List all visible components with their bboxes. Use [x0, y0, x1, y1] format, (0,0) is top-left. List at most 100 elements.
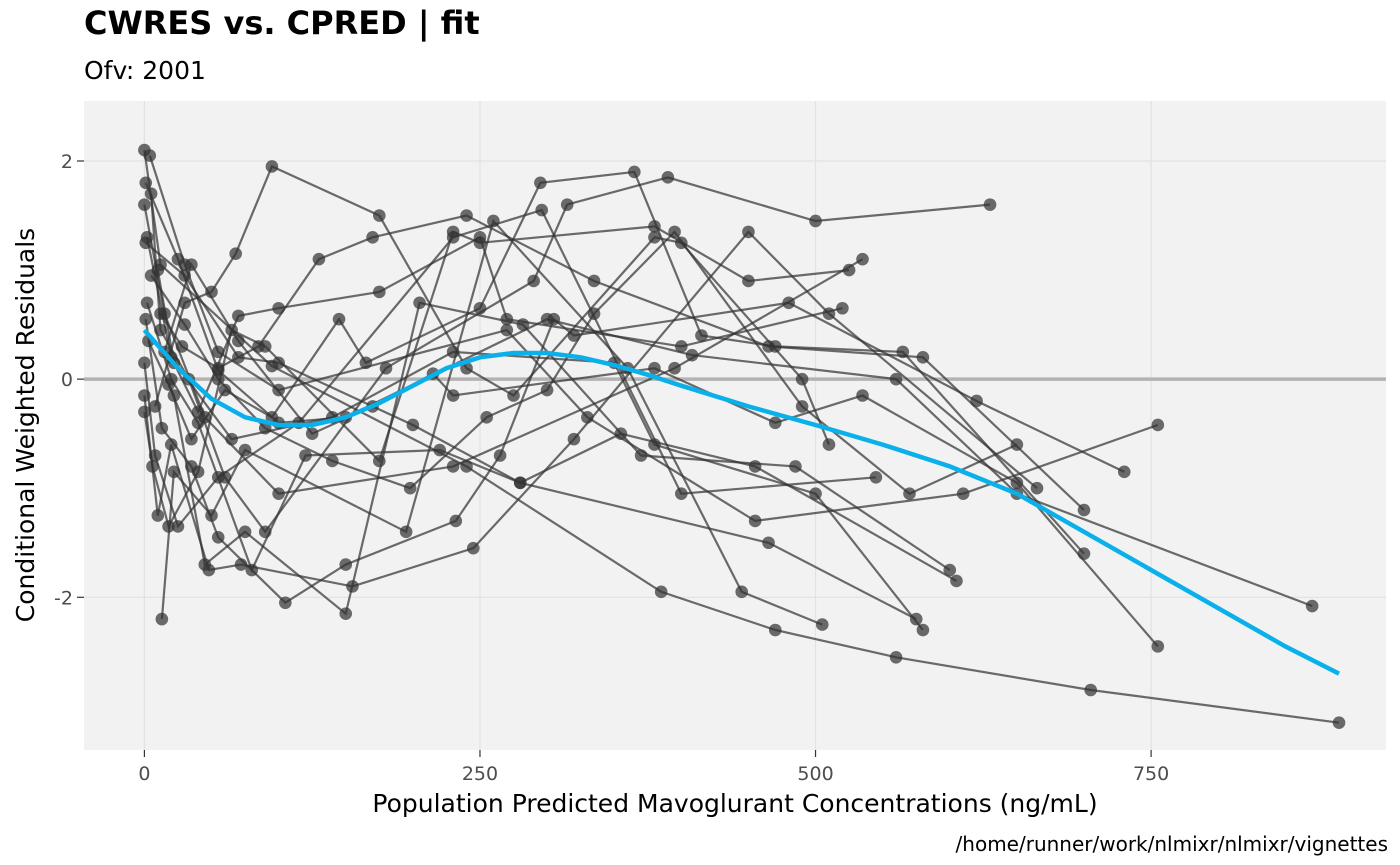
data-point — [406, 418, 420, 432]
data-point — [178, 318, 191, 331]
data-point — [634, 449, 648, 462]
x-tick-label: 500 — [797, 763, 833, 785]
data-point — [889, 372, 903, 386]
data-point — [143, 149, 157, 162]
data-point — [856, 389, 869, 402]
data-point — [162, 520, 175, 533]
data-point — [534, 176, 547, 190]
data-point — [943, 563, 957, 577]
data-point — [527, 274, 540, 288]
data-point — [768, 623, 782, 637]
data-point — [1077, 547, 1091, 560]
data-point — [139, 312, 153, 326]
data-point — [748, 514, 762, 528]
data-point — [748, 460, 762, 473]
data-point — [675, 236, 688, 250]
data-point — [178, 269, 191, 282]
data-point — [587, 274, 601, 288]
data-point — [446, 225, 460, 239]
data-point — [581, 411, 594, 424]
data-point — [139, 236, 153, 250]
data-point — [258, 421, 272, 435]
data-point — [154, 323, 167, 337]
data-point — [842, 263, 856, 277]
data-point — [983, 198, 997, 211]
data-point — [211, 361, 225, 375]
data-point — [167, 389, 181, 402]
data-point — [238, 525, 252, 539]
data-point — [225, 323, 238, 337]
data-point — [372, 454, 386, 468]
data-point — [896, 345, 910, 359]
data-point — [1151, 418, 1165, 432]
data-point — [399, 525, 413, 539]
data-point — [144, 187, 158, 201]
chart-caption: /home/runner/work/nlmixr/nlmixr/vignette… — [956, 832, 1388, 856]
data-point — [138, 405, 151, 419]
data-point — [648, 438, 661, 451]
data-point — [138, 198, 151, 211]
data-point — [822, 438, 836, 451]
data-point — [279, 596, 292, 610]
data-point — [238, 443, 252, 457]
data-point — [218, 383, 232, 397]
data-point — [146, 460, 159, 473]
data-point — [735, 585, 749, 599]
data-point — [587, 307, 601, 320]
data-point — [500, 323, 514, 337]
data-point — [789, 460, 802, 473]
data-point — [473, 236, 487, 250]
data-point — [449, 514, 463, 528]
data-point — [809, 214, 822, 228]
data-point — [795, 400, 809, 413]
data-point — [372, 285, 386, 299]
data-point — [265, 160, 279, 173]
data-point — [155, 612, 169, 626]
x-tick-label: 250 — [462, 763, 498, 785]
data-point — [950, 574, 963, 588]
data-point — [460, 361, 473, 375]
data-point — [191, 465, 205, 479]
data-point — [175, 340, 189, 353]
data-point — [211, 372, 225, 386]
data-point — [151, 509, 165, 522]
data-point — [1010, 438, 1024, 451]
data-point — [535, 203, 549, 217]
data-point — [372, 209, 386, 222]
data-point — [1332, 716, 1346, 730]
data-point — [299, 449, 312, 462]
data-point — [460, 209, 473, 222]
data-point — [366, 231, 379, 244]
y-axis-ticks: -2 0 2 — [54, 151, 84, 609]
y-tick-label: -2 — [54, 587, 73, 609]
data-point — [205, 509, 218, 522]
x-tick-label: 750 — [1133, 763, 1169, 785]
data-point — [795, 372, 809, 386]
data-point — [675, 487, 688, 500]
data-point — [211, 345, 225, 359]
data-point — [252, 340, 265, 353]
data-point — [211, 531, 225, 544]
data-point — [466, 541, 480, 555]
y-tick-label: 0 — [61, 369, 73, 391]
y-axis-title: Conditional Weighted Residuals — [11, 228, 40, 622]
data-point — [815, 618, 829, 631]
data-point — [446, 389, 460, 402]
data-point — [1030, 481, 1044, 495]
data-point — [258, 525, 272, 539]
data-point — [654, 585, 668, 599]
x-axis-title: Population Predicted Mavoglurant Concent… — [372, 789, 1097, 818]
data-point — [648, 231, 661, 244]
data-point — [232, 309, 245, 323]
data-point — [970, 394, 983, 408]
data-point — [768, 416, 782, 430]
data-point — [1305, 599, 1319, 613]
data-point — [148, 400, 162, 413]
data-point — [742, 225, 755, 239]
data-point — [809, 487, 822, 500]
data-point — [326, 454, 339, 468]
data-point — [547, 312, 561, 326]
data-point — [869, 471, 883, 484]
data-point — [140, 296, 154, 310]
